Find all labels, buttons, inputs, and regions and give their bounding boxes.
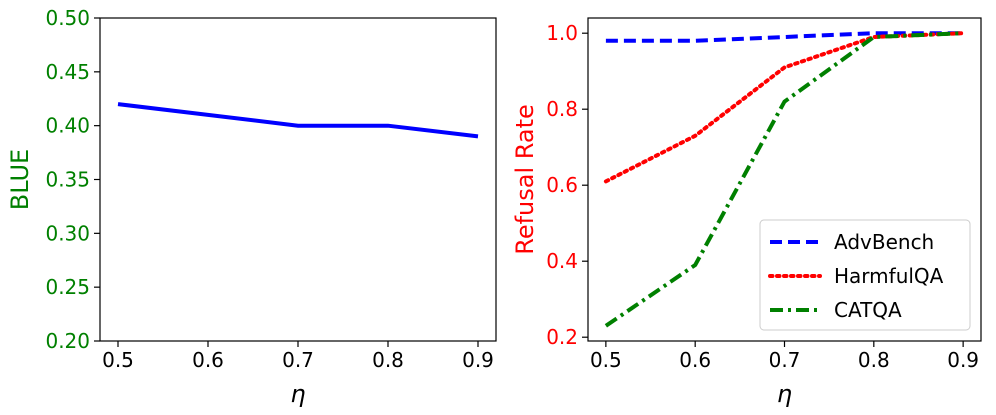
y-tick-label: 0.6 — [546, 173, 578, 197]
x-axis-label: η — [290, 380, 305, 408]
legend: AdvBench HarmfulQA CATQA — [759, 219, 971, 331]
y-axis-label: Refusal Rate — [511, 104, 539, 255]
y-tick-label: 0.4 — [546, 249, 578, 273]
legend-label-catqa: CATQA — [834, 298, 902, 322]
legend-label-advbench: AdvBench — [834, 230, 934, 254]
x-tick-label: 0.9 — [947, 348, 979, 372]
series-line-advbench — [605, 31, 964, 43]
left-chart-blue-score: 0.5 0.6 0.7 0.8 0.9 0.20 0.25 0.30 0.35 0.40 0.45 0… — [6, 6, 497, 408]
right-chart-refusal-rate: 0.5 0.6 0.7 0.8 0.9 0.2 0.4 0.6 0.8 1.0 η Refusal R… — [511, 17, 982, 408]
x-tick-label: 0.8 — [858, 348, 890, 372]
y-tick-label: 0.45 — [45, 60, 90, 84]
y-tick-label: 0.30 — [45, 221, 90, 245]
plot-frame — [99, 17, 497, 342]
x-tick-label: 0.6 — [679, 348, 711, 372]
x-tick-label: 0.5 — [102, 348, 134, 372]
x-axis-label: η — [777, 380, 792, 408]
y-tick-label: 0.8 — [546, 97, 578, 121]
y-tick-label: 0.2 — [546, 325, 578, 349]
legend-box — [759, 219, 971, 331]
y-tick-label: 1.0 — [546, 21, 578, 45]
x-tick-label: 0.7 — [282, 348, 314, 372]
y-tick-label: 0.25 — [45, 275, 90, 299]
x-tick-label: 0.7 — [769, 348, 801, 372]
y-tick-label: 0.35 — [45, 168, 90, 192]
x-tick-label: 0.5 — [590, 348, 622, 372]
series-line-blue-score — [117, 102, 479, 139]
y-tick-label: 0.50 — [45, 6, 90, 30]
series-line-harmfulqa — [603, 31, 966, 184]
legend-label-harmfulqa: HarmfulQA — [834, 264, 944, 288]
y-axis-label: BLUE — [6, 149, 34, 210]
series-line-catqa — [604, 31, 964, 328]
x-tick-label: 0.6 — [192, 348, 224, 372]
x-tick-label: 0.8 — [372, 348, 404, 372]
y-tick-label: 0.20 — [45, 329, 90, 353]
x-tick-label: 0.9 — [462, 348, 494, 372]
y-tick-label: 0.40 — [45, 114, 90, 138]
